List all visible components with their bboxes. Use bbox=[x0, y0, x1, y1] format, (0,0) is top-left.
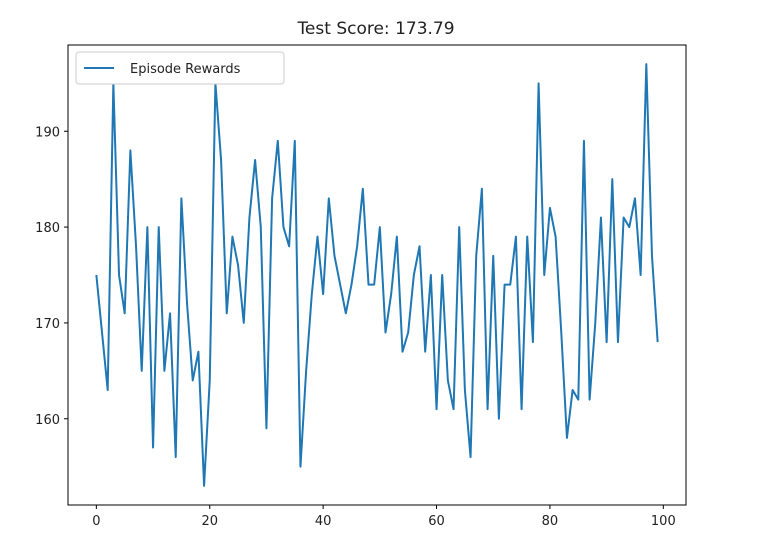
x-tick-label: 80 bbox=[542, 514, 559, 529]
plot-area bbox=[95, 63, 659, 487]
legend: Episode Rewards bbox=[75, 51, 285, 85]
chart-title: Test Score: 173.79 bbox=[296, 19, 454, 39]
x-tick-label: 40 bbox=[315, 514, 332, 529]
x-tick-label: 100 bbox=[651, 514, 676, 529]
x-tick-label: 0 bbox=[92, 514, 100, 529]
x-tick-label: 20 bbox=[201, 514, 218, 529]
y-tick-label: 170 bbox=[35, 317, 60, 332]
plot-frame bbox=[67, 44, 687, 506]
y-tick-label: 160 bbox=[35, 413, 60, 428]
legend-label: Episode Rewards bbox=[130, 62, 241, 77]
x-tick-label: 60 bbox=[428, 514, 445, 529]
y-tick-label: 180 bbox=[35, 221, 60, 236]
legend-box bbox=[75, 51, 285, 85]
y-tick-label: 190 bbox=[35, 125, 60, 140]
axes: 0 20 40 60 80 100 160 170 180 190 bbox=[35, 44, 687, 529]
series-line-episode-rewards bbox=[95, 63, 659, 487]
